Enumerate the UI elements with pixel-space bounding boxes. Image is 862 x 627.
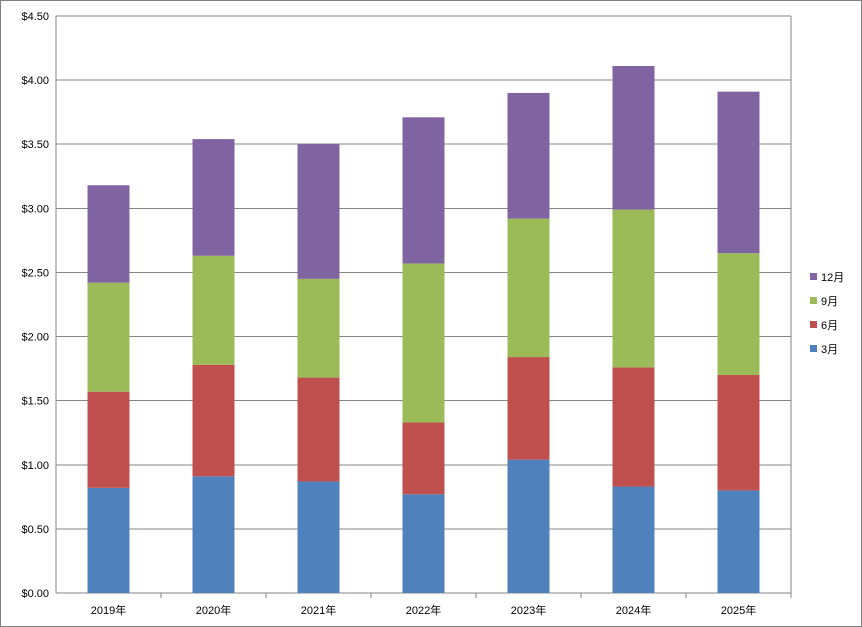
x-tick-label: 2024年 bbox=[616, 603, 651, 617]
y-tick-label: $4.00 bbox=[21, 75, 49, 87]
bar-segment-12月-2023年 bbox=[507, 92, 550, 219]
bar-segment-3月-2021年 bbox=[297, 481, 340, 593]
bar-segment-9月-2023年 bbox=[507, 218, 550, 358]
legend-label: 9月 bbox=[821, 296, 838, 308]
bar-segment-6月-2023年 bbox=[507, 357, 550, 460]
bar-segment-6月-2019年 bbox=[87, 391, 130, 488]
bar-segment-3月-2023年 bbox=[507, 459, 550, 593]
bar-segment-12月-2024年 bbox=[612, 66, 655, 210]
bar-segment-3月-2020年 bbox=[192, 476, 235, 593]
bar-segment-6月-2024年 bbox=[612, 367, 655, 487]
x-tick-label: 2023年 bbox=[511, 603, 546, 617]
bar-segment-12月-2022年 bbox=[402, 117, 445, 264]
bar-segment-12月-2019年 bbox=[87, 185, 130, 283]
bar-segment-12月-2020年 bbox=[192, 139, 235, 256]
bar-segment-6月-2021年 bbox=[297, 377, 340, 482]
legend-swatch bbox=[810, 345, 817, 352]
bar-segment-3月-2024年 bbox=[612, 486, 655, 593]
bar-segment-9月-2022年 bbox=[402, 263, 445, 423]
y-tick-label: $2.50 bbox=[21, 267, 49, 279]
bar-segment-3月-2025年 bbox=[717, 490, 760, 593]
bar-segment-3月-2022年 bbox=[402, 494, 445, 593]
legend-swatch bbox=[810, 321, 817, 328]
bar-segment-12月-2025年 bbox=[717, 91, 760, 254]
legend-label: 6月 bbox=[821, 320, 838, 332]
x-tick-label: 2025年 bbox=[721, 603, 756, 617]
x-tick-label: 2020年 bbox=[196, 603, 231, 617]
bar-segment-9月-2024年 bbox=[612, 209, 655, 368]
y-tick-label: $1.50 bbox=[21, 396, 49, 408]
y-tick-label: $3.50 bbox=[21, 139, 49, 151]
bar-segment-12月-2021年 bbox=[297, 144, 340, 279]
legend-swatch bbox=[810, 297, 817, 304]
legend-swatch bbox=[810, 273, 817, 280]
bar-segment-3月-2019年 bbox=[87, 487, 130, 593]
bar-segment-6月-2025年 bbox=[717, 375, 760, 491]
bar-segment-6月-2020年 bbox=[192, 364, 235, 477]
y-tick-label: $0.50 bbox=[21, 524, 49, 536]
y-tick-label: $1.00 bbox=[21, 460, 49, 472]
legend-label: 12月 bbox=[821, 272, 844, 284]
x-tick-label: 2022年 bbox=[406, 603, 441, 617]
x-tick-label: 2021年 bbox=[301, 603, 336, 617]
bar-segment-6月-2022年 bbox=[402, 422, 445, 495]
bar-segment-9月-2020年 bbox=[192, 255, 235, 365]
y-tick-label: $4.50 bbox=[21, 11, 49, 23]
legend-label: 3月 bbox=[821, 344, 838, 356]
y-tick-label: $2.00 bbox=[21, 332, 49, 344]
y-tick-label: $0.00 bbox=[21, 588, 49, 600]
y-tick-label: $3.00 bbox=[21, 203, 49, 215]
bar-segment-9月-2021年 bbox=[297, 278, 340, 378]
bar-segment-9月-2019年 bbox=[87, 282, 130, 392]
x-tick-label: 2019年 bbox=[91, 603, 126, 617]
bar-segment-9月-2025年 bbox=[717, 253, 760, 376]
